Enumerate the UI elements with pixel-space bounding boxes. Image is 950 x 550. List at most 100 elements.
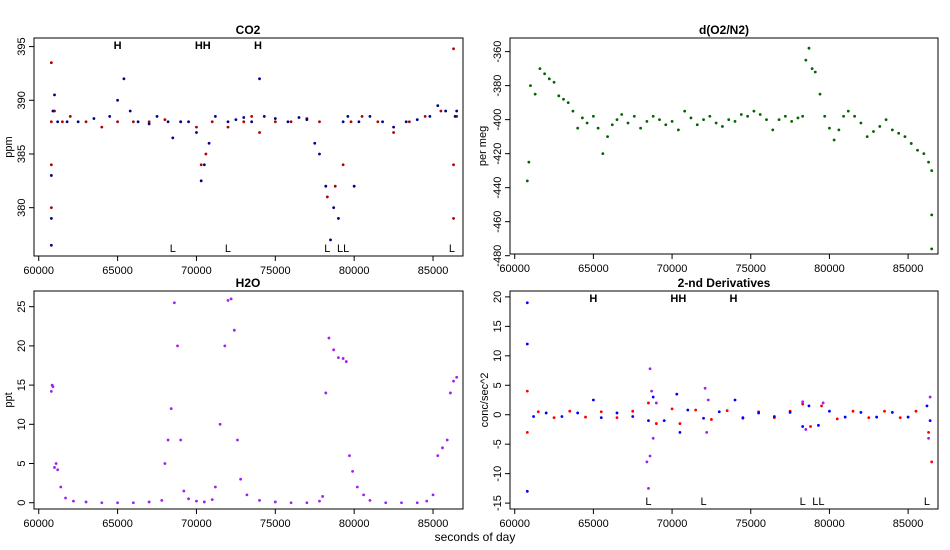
- plot-frame: [33, 290, 464, 510]
- data-point: [631, 409, 635, 413]
- data-point: [631, 415, 635, 418]
- data-point: [155, 114, 159, 118]
- data-point: [525, 489, 529, 493]
- data-point: [906, 415, 910, 419]
- data-point: [313, 141, 317, 145]
- data-point: [615, 416, 619, 420]
- data-point: [84, 500, 88, 504]
- data-point: [131, 120, 135, 124]
- data-point: [710, 418, 713, 421]
- data-point: [392, 131, 396, 134]
- data-point: [807, 46, 811, 50]
- data-point: [131, 501, 135, 505]
- data-point: [333, 184, 337, 188]
- data-point: [859, 410, 863, 414]
- x-tick-label: 75000: [260, 518, 291, 530]
- data-point: [258, 77, 261, 81]
- data-point: [207, 141, 211, 145]
- data-point: [187, 497, 190, 501]
- data-point: [741, 416, 745, 420]
- event-marker-low: LL: [812, 496, 824, 508]
- data-point: [898, 416, 902, 420]
- data-point: [182, 489, 186, 493]
- data-point: [49, 206, 53, 210]
- y-tick-label: 20: [16, 340, 28, 352]
- x-tick-label: 80000: [339, 518, 370, 530]
- data-point: [694, 408, 698, 412]
- data-point: [810, 67, 814, 71]
- data-point: [820, 404, 823, 408]
- data-point: [525, 179, 529, 183]
- data-point: [242, 120, 246, 124]
- data-point: [321, 495, 325, 498]
- data-point: [804, 428, 808, 431]
- data-point: [381, 120, 384, 124]
- data-point: [273, 117, 277, 120]
- y-tick-label: -15: [492, 495, 504, 511]
- data-point: [239, 477, 243, 481]
- x-tick-label: 60000: [499, 518, 530, 530]
- data-point: [585, 121, 589, 125]
- y-axis-label: per meg: [477, 126, 489, 166]
- data-point: [599, 416, 603, 420]
- data-point: [809, 425, 812, 428]
- y-tick-label: 5: [16, 460, 28, 466]
- data-point: [654, 422, 658, 425]
- x-tick-label: 85000: [893, 263, 924, 275]
- event-marker-low: L: [924, 496, 930, 508]
- data-point: [318, 152, 321, 156]
- x-tick-label: 60000: [23, 265, 54, 277]
- data-point: [60, 120, 64, 124]
- event-marker-high: H: [729, 293, 737, 305]
- data-point: [305, 501, 309, 505]
- data-point: [100, 501, 104, 505]
- data-point: [525, 431, 529, 434]
- data-point: [452, 379, 455, 383]
- x-tick-label: 85000: [418, 265, 449, 277]
- data-point: [853, 114, 857, 118]
- data-point: [128, 109, 132, 113]
- data-point: [626, 121, 630, 125]
- data-point: [818, 92, 822, 96]
- data-point: [686, 408, 690, 412]
- data-point: [851, 409, 855, 413]
- y-tick-label: -460: [492, 211, 504, 233]
- data-point: [452, 47, 455, 51]
- data-point: [351, 469, 354, 473]
- x-tick-label: 70000: [657, 518, 688, 530]
- y-tick-label: -380: [492, 75, 504, 97]
- data-point: [368, 498, 372, 502]
- panel-title: H2O: [236, 276, 261, 290]
- data-point: [65, 120, 69, 124]
- data-point: [664, 123, 668, 127]
- data-point: [796, 116, 800, 120]
- data-point: [927, 160, 930, 164]
- x-tick-label: 65000: [578, 263, 609, 275]
- data-point: [717, 410, 721, 414]
- data-point: [171, 136, 175, 140]
- data-point: [662, 419, 666, 423]
- data-point: [783, 114, 787, 118]
- data-point: [532, 415, 536, 418]
- data-point: [453, 114, 457, 118]
- data-point: [202, 500, 206, 504]
- data-point: [801, 425, 805, 428]
- data-point: [415, 118, 419, 122]
- data-point: [423, 114, 427, 118]
- data-point: [324, 184, 328, 188]
- data-point: [843, 415, 847, 419]
- data-point: [436, 104, 440, 108]
- data-point: [615, 411, 619, 415]
- data-point: [53, 93, 56, 97]
- data-point: [702, 118, 705, 122]
- data-point: [425, 499, 429, 503]
- data-point: [765, 118, 768, 122]
- data-point: [116, 120, 119, 124]
- data-point: [538, 67, 542, 71]
- data-point: [702, 416, 705, 420]
- data-point: [647, 419, 650, 423]
- data-point: [804, 58, 808, 62]
- data-point: [817, 423, 820, 427]
- data-point: [166, 438, 170, 442]
- data-point: [777, 118, 781, 122]
